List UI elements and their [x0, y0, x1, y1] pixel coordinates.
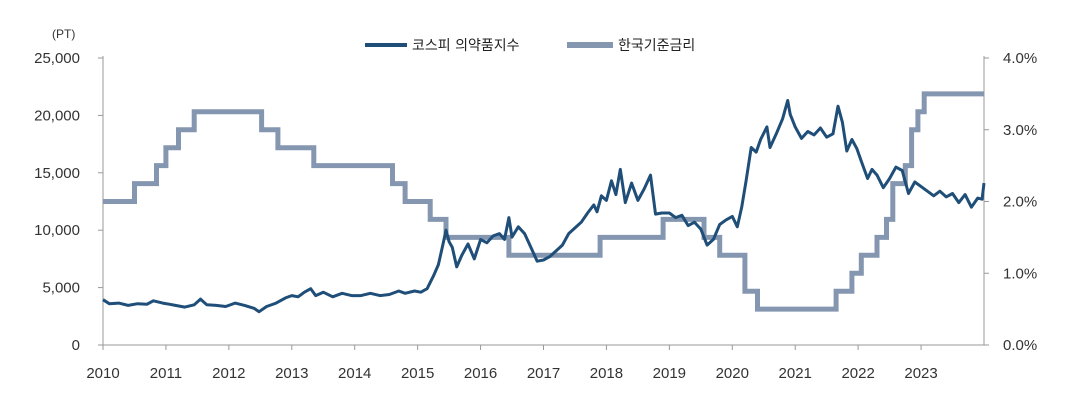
right-tick-label: 1.0%: [1003, 265, 1037, 282]
left-tick-label: 5,000: [42, 280, 80, 297]
x-tick-label: 2019: [653, 365, 686, 382]
x-axis-ticks: 2010 2011 2012 2013 2014 2015 2016 2017 2018 2019…: [86, 345, 938, 382]
legend-label-kospi-pharma: 코스피 의약품지수: [412, 38, 520, 54]
x-tick-label: 2015: [401, 365, 434, 382]
right-tick-label: 2.0%: [1003, 194, 1037, 211]
series-line-kospi-pharma: [102, 99, 986, 314]
legend-item-kospi-pharma: 코스피 의약품지수: [365, 38, 520, 54]
left-tick-label: 10,000: [34, 222, 80, 239]
legend: 코스피 의약품지수 한국기준금리: [365, 38, 695, 54]
left-tick-label: 25,000: [34, 50, 80, 67]
x-tick-label: 2012: [212, 365, 245, 382]
series-layer: [102, 91, 986, 314]
x-tick-label: 2021: [779, 365, 812, 382]
right-tick-label: 0.0%: [1003, 337, 1037, 354]
left-axis-unit: (PT): [52, 27, 75, 41]
right-tick-label: 3.0%: [1003, 122, 1037, 139]
left-tick-label: 20,000: [34, 107, 80, 124]
x-tick-label: 2018: [590, 365, 623, 382]
left-axis-ticks: 0 5,000 10,000 15,000 20,000 25,000: [34, 50, 103, 354]
x-tick-label: 2013: [275, 365, 308, 382]
x-tick-label: 2011: [150, 365, 182, 382]
x-tick-label: 2016: [464, 365, 497, 382]
left-tick-label: 0: [72, 337, 80, 354]
x-tick-label: 2017: [527, 365, 560, 382]
x-tick-label: 2010: [86, 365, 119, 382]
right-axis-ticks: 0.0% 1.0% 2.0% 3.0% 4.0%: [984, 50, 1037, 354]
series-line-base-rate: [103, 91, 984, 312]
x-tick-label: 2023: [904, 365, 937, 382]
right-tick-label: 4.0%: [1003, 50, 1037, 67]
x-tick-label: 2014: [338, 365, 371, 382]
x-tick-label: 2022: [841, 365, 874, 382]
x-tick-label: 2020: [716, 365, 749, 382]
legend-item-base-rate: 한국기준금리: [567, 38, 695, 54]
legend-label-base-rate: 한국기준금리: [618, 38, 695, 54]
left-tick-label: 15,000: [34, 165, 80, 182]
